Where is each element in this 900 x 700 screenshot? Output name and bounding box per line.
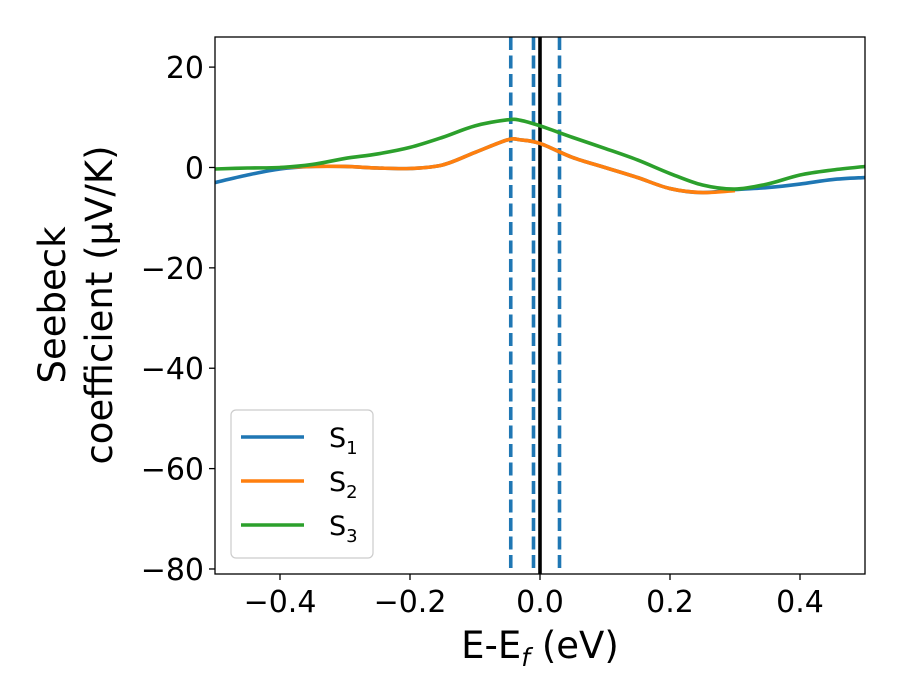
y-tick-label: −80 xyxy=(141,553,204,588)
legend-label-s2: S2 xyxy=(329,467,358,503)
y-tick-label: −60 xyxy=(141,453,204,488)
x-axis-ticks: −0.4 −0.2 0.0 0.2 0.4 xyxy=(244,574,824,620)
y-axis-title: Seebeck coefficient (μV/K) xyxy=(31,145,121,464)
series-line-s2 xyxy=(279,137,736,195)
x-tick-label: 0.4 xyxy=(776,585,824,620)
legend-label-s3: S3 xyxy=(329,511,358,547)
x-axis-title: E-Ef (eV) xyxy=(461,624,619,672)
legend: S1 S2 S3 xyxy=(230,409,374,559)
y-axis-title-line2: coefficient (μV/K) xyxy=(78,145,121,464)
x-tick-label: 0.2 xyxy=(646,585,694,620)
legend-box xyxy=(230,409,374,559)
x-tick-label: 0.0 xyxy=(516,585,564,620)
y-axis-title-line1: Seebeck xyxy=(31,226,74,384)
y-tick-label: −40 xyxy=(141,352,204,387)
series-lines xyxy=(215,117,865,195)
y-axis-ticks: 20 0 −20 −40 −60 −80 xyxy=(141,51,215,588)
y-tick-label: 20 xyxy=(166,51,204,86)
legend-label-s1: S1 xyxy=(329,423,358,459)
y-tick-label: −20 xyxy=(141,252,204,287)
y-tick-label: 0 xyxy=(185,151,204,186)
series-line-s3 xyxy=(215,117,865,191)
vertical-reference-lines xyxy=(508,37,562,574)
x-tick-label: −0.4 xyxy=(244,585,317,620)
x-tick-label: −0.2 xyxy=(374,585,447,620)
